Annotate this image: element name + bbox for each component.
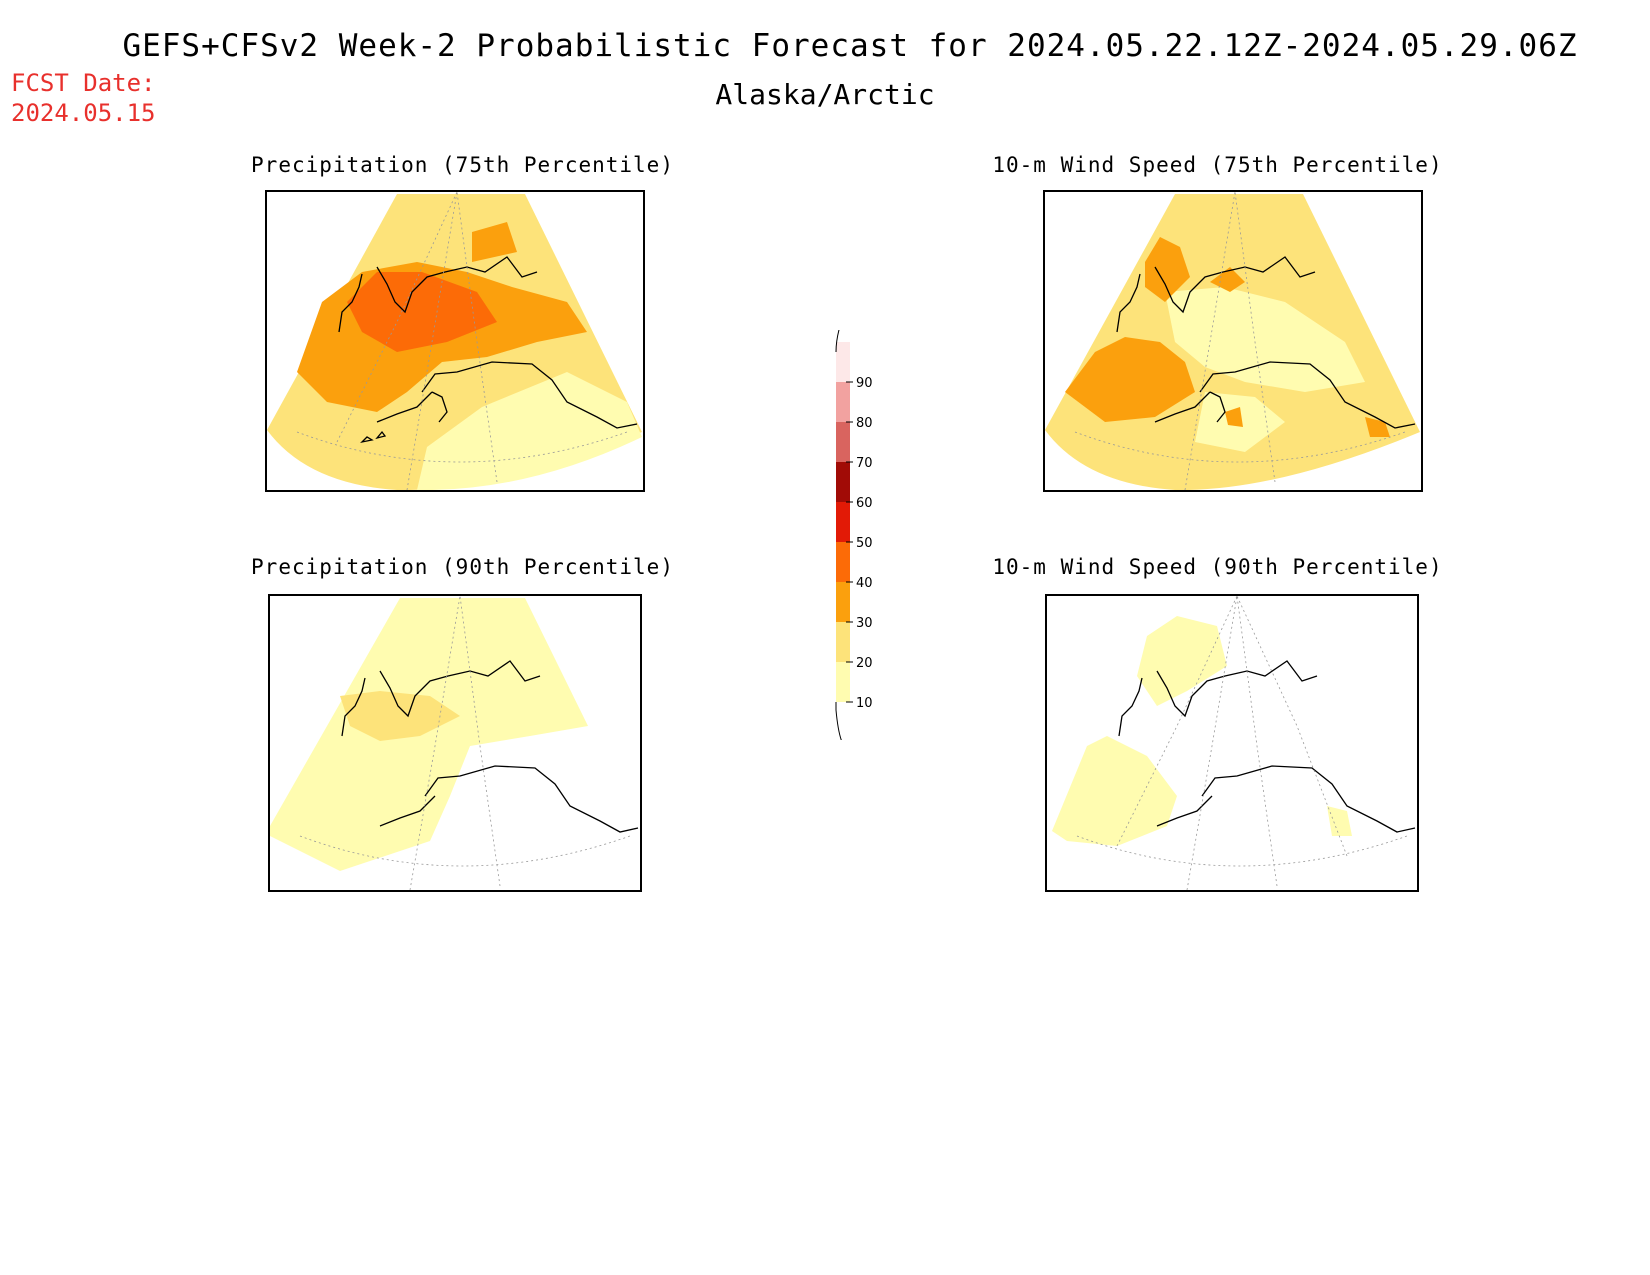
colorbar-graphic: 10 20 30 40 50 60 70 80 90 xyxy=(835,319,873,743)
map-precip-90 xyxy=(268,594,642,892)
map-precip-75 xyxy=(265,190,645,492)
colorbar-segment xyxy=(836,422,850,462)
colorbar-tick-label: 50 xyxy=(856,536,873,551)
colorbar-tick-label: 30 xyxy=(856,616,873,631)
colorbar-segment xyxy=(836,622,850,662)
forecast-date-value: 2024.05.15 xyxy=(11,99,156,127)
colorbar-segment xyxy=(836,662,850,702)
panel-title-wind-75: 10-m Wind Speed (75th Percentile) xyxy=(992,153,1443,177)
colorbar-segment xyxy=(836,462,850,502)
colorbar-tick-label: 60 xyxy=(856,496,873,511)
colorbar-tick-label: 40 xyxy=(856,576,873,591)
colorbar-tick-label: 10 xyxy=(856,696,873,711)
map-wind-90 xyxy=(1045,594,1419,892)
colorbar-tick-label: 90 xyxy=(856,376,873,391)
colorbar-tick-label: 80 xyxy=(856,416,873,431)
forecast-date-label: FCST Date: xyxy=(11,69,156,97)
forecast-date-block: FCST Date: 2024.05.15 xyxy=(11,68,156,128)
panel-title-precip-90: Precipitation (90th Percentile) xyxy=(251,555,674,579)
panel-title-wind-90: 10-m Wind Speed (90th Percentile) xyxy=(992,555,1443,579)
colorbar-lower-tail xyxy=(835,702,843,743)
colorbar-segment xyxy=(836,582,850,622)
map-precip-75-plot xyxy=(267,192,642,490)
colorbar-segment xyxy=(836,542,850,582)
colorbar-tick-label: 20 xyxy=(856,656,873,671)
colorbar: 10 20 30 40 50 60 70 80 90 xyxy=(820,319,880,743)
map-wind-75-plot xyxy=(1045,192,1420,490)
colorbar-tick-label: 70 xyxy=(856,456,873,471)
map-wind-75 xyxy=(1043,190,1423,492)
colorbar-segment xyxy=(836,382,850,422)
page-title: GEFS+CFSv2 Week-2 Probabilistic Forecast… xyxy=(122,28,1578,64)
colorbar-segment xyxy=(836,342,850,382)
map-wind-90-plot xyxy=(1052,596,1416,890)
region-subtitle: Alaska/Arctic xyxy=(715,78,935,111)
panel-title-precip-75: Precipitation (75th Percentile) xyxy=(251,153,674,177)
map-precip-90-plot xyxy=(270,596,639,890)
colorbar-segment xyxy=(836,502,850,542)
